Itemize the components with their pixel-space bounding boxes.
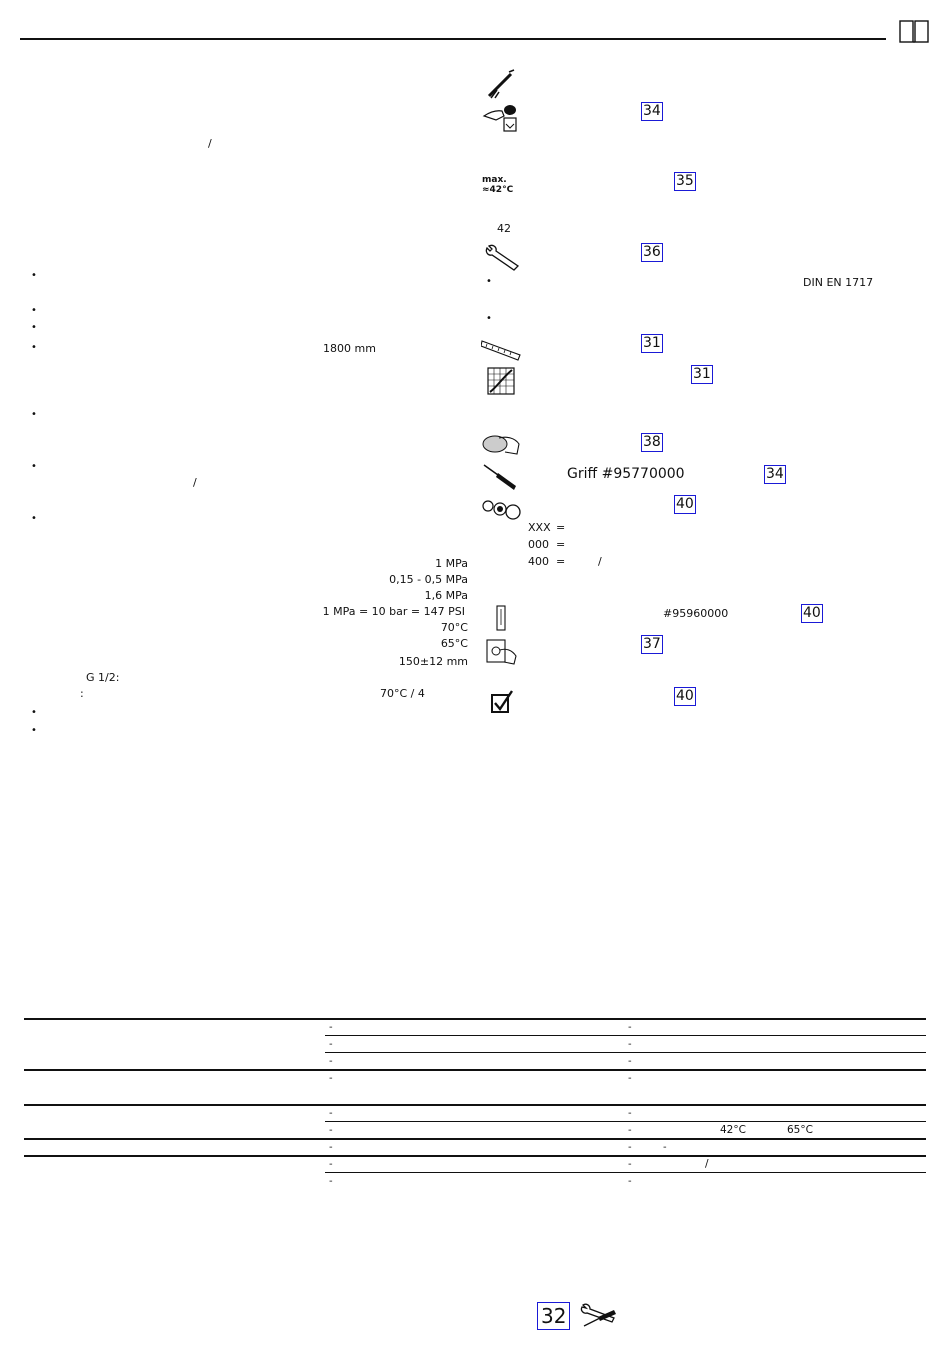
operating-hand-icon: [486, 639, 517, 665]
manual-book-icon: [899, 20, 929, 43]
table-dash: -: [628, 1176, 632, 1187]
wrench-icon: [485, 244, 520, 271]
page-ref[interactable]: 37: [641, 635, 663, 654]
silicone-gun-icon: [487, 69, 515, 99]
table-rule: [24, 1104, 926, 1106]
table-dash: -: [329, 1159, 333, 1170]
colon-text: :: [80, 687, 84, 700]
table-rule: [325, 1052, 926, 1053]
page-ref[interactable]: 40: [801, 604, 823, 623]
max-temp-icon: max. ≈42°C: [482, 175, 513, 195]
table-dash: -: [329, 1125, 333, 1136]
color-code-eq: =: [556, 555, 566, 568]
grease-hand-icon: [482, 105, 517, 132]
table-slash: /: [705, 1158, 709, 1170]
bullet: •: [31, 513, 37, 524]
color-code: XXX: [528, 521, 551, 534]
table-rule: [24, 1138, 926, 1140]
screwdriver-icon: [483, 464, 516, 490]
table-temp: 42°C: [720, 1124, 746, 1136]
spec-value: 150±12 mm: [398, 655, 468, 668]
max-temp-line2: ≈42°C: [482, 185, 514, 195]
table-dash: -: [329, 1022, 333, 1033]
page-ref[interactable]: 31: [641, 334, 663, 353]
color-code-eq: =: [556, 521, 566, 534]
ruler-icon: [481, 340, 521, 361]
table-dash: -: [663, 1142, 667, 1153]
spec-value: 65°C: [440, 637, 468, 650]
table-dash: -: [628, 1022, 632, 1033]
bullet: •: [31, 707, 37, 718]
slash-text: /: [193, 476, 197, 489]
table-rule: [24, 1155, 926, 1157]
bullet: •: [31, 342, 37, 353]
table-dash: -: [628, 1073, 632, 1084]
table-dash: -: [628, 1142, 632, 1153]
bullet: •: [31, 725, 37, 736]
header-rule: [20, 38, 886, 40]
table-rule: [325, 1172, 926, 1173]
standard-ref: DIN EN 1717: [803, 276, 874, 289]
color-code: 400: [528, 555, 549, 568]
page-ref[interactable]: 40: [674, 687, 696, 706]
table-dash: -: [329, 1142, 333, 1153]
table-dash: -: [628, 1039, 632, 1050]
thread-label: G 1/2:: [86, 671, 120, 684]
cleaning-hand-icon: [482, 435, 520, 455]
bullet: •: [486, 313, 492, 324]
table-dash: -: [628, 1125, 632, 1136]
bullet: •: [31, 461, 37, 472]
bullet: •: [31, 270, 37, 281]
spec-value: 0,15 - 0,5 MPa: [389, 573, 468, 586]
color-code-eq: =: [556, 538, 566, 551]
temp-value: 42: [497, 222, 511, 235]
service-part-number: #95960000: [663, 607, 729, 620]
table-dash: -: [329, 1108, 333, 1119]
grid-tile-icon: [487, 367, 515, 395]
spec-value: 1 MPa = 10 bar = 147 PSI: [322, 605, 465, 618]
page-ref-footer[interactable]: 32: [537, 1302, 571, 1330]
table-dash: -: [329, 1176, 333, 1187]
page-ref[interactable]: 34: [641, 102, 663, 121]
table-dash: -: [628, 1159, 632, 1170]
page-ref[interactable]: 40: [674, 495, 696, 514]
table-temp: 65°C: [787, 1124, 813, 1136]
bullet: •: [486, 276, 492, 287]
page-ref[interactable]: 34: [764, 465, 786, 484]
table-rule: [325, 1121, 926, 1122]
table-rule: [325, 1035, 926, 1036]
bullet: •: [31, 305, 37, 316]
table-dash: -: [329, 1073, 333, 1084]
page-ref[interactable]: 31: [691, 365, 713, 384]
handle-part-number: Griff #95770000: [567, 466, 685, 482]
wrench-screwdriver-icon: [580, 1303, 616, 1327]
checkbox-checked-icon: [491, 690, 513, 713]
page-ref[interactable]: 36: [641, 243, 663, 262]
thermal-disinfection: 70°C / 4: [380, 687, 425, 700]
spec-value: 1 MPa: [435, 557, 468, 570]
table-rule: [24, 1018, 926, 1020]
spec-value: 70°C: [440, 621, 468, 634]
table-dash: -: [628, 1056, 632, 1067]
table-dash: -: [628, 1108, 632, 1119]
table-rule: [24, 1069, 926, 1071]
max-temp-line1: max.: [482, 175, 507, 185]
install-height: 1800 mm: [323, 342, 376, 355]
slash-text: /: [208, 137, 212, 150]
page-ref[interactable]: 38: [641, 433, 663, 452]
spare-parts-icon: [482, 500, 521, 520]
page-ref[interactable]: 35: [674, 172, 696, 191]
table-dash: -: [329, 1039, 333, 1050]
cartridge-icon: [496, 605, 506, 631]
spec-value: 1,6 MPa: [424, 589, 468, 602]
table-dash: -: [329, 1056, 333, 1067]
color-code: 000: [528, 538, 549, 551]
bullet: •: [31, 322, 37, 333]
bullet: •: [31, 409, 37, 420]
slash-text: /: [598, 555, 602, 568]
